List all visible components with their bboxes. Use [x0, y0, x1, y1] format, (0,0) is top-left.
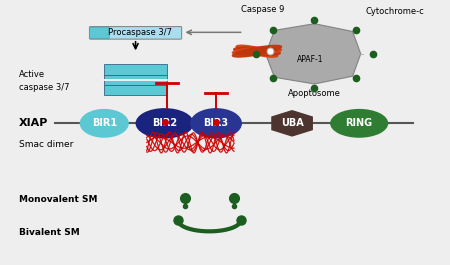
Ellipse shape — [236, 45, 278, 57]
Text: Smac dimer: Smac dimer — [19, 140, 74, 149]
Text: Cytochrome-c: Cytochrome-c — [365, 7, 424, 16]
FancyBboxPatch shape — [90, 27, 109, 39]
Ellipse shape — [233, 47, 281, 55]
Text: BIR1: BIR1 — [92, 118, 117, 128]
Text: Bivalent SM: Bivalent SM — [19, 228, 80, 237]
Text: Caspase 9: Caspase 9 — [241, 5, 284, 14]
FancyBboxPatch shape — [104, 74, 167, 85]
Text: caspase 3/7: caspase 3/7 — [19, 83, 70, 92]
Text: Apoptosome: Apoptosome — [288, 89, 341, 98]
Ellipse shape — [190, 108, 242, 139]
Text: XIAP: XIAP — [19, 118, 49, 128]
Ellipse shape — [80, 109, 129, 138]
Ellipse shape — [234, 47, 280, 55]
Text: RING: RING — [346, 118, 373, 128]
Text: Active: Active — [19, 70, 45, 79]
Text: Monovalent SM: Monovalent SM — [19, 195, 98, 204]
Ellipse shape — [330, 109, 388, 138]
Polygon shape — [266, 24, 361, 84]
Text: APAF-1: APAF-1 — [297, 55, 323, 64]
FancyBboxPatch shape — [90, 26, 182, 39]
Text: BIR2: BIR2 — [152, 118, 177, 128]
Polygon shape — [272, 111, 312, 136]
Ellipse shape — [135, 108, 194, 139]
Text: BIR3: BIR3 — [203, 118, 229, 128]
Text: Procaspase 3/7: Procaspase 3/7 — [108, 28, 172, 37]
FancyBboxPatch shape — [104, 64, 167, 75]
FancyBboxPatch shape — [104, 85, 167, 95]
Text: UBA: UBA — [281, 118, 303, 128]
Ellipse shape — [233, 45, 282, 57]
